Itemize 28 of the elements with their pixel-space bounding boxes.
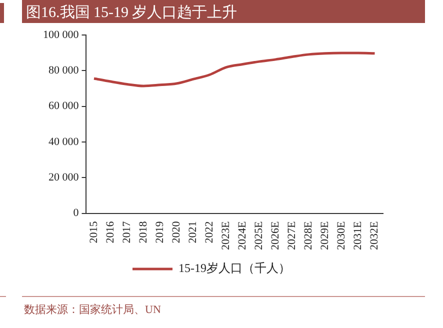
y-tick-label: 0	[73, 207, 80, 220]
x-tick-label: 2031E	[352, 221, 364, 250]
y-tick-label: 100 000	[43, 28, 80, 41]
legend-label: 15-19岁人口（千人）	[178, 261, 290, 276]
x-tick-label: 2024E	[236, 221, 249, 250]
x-tick-label: 2028E	[302, 221, 315, 250]
x-tick-label: 2032E	[368, 221, 381, 250]
y-tick-label: 60 000	[48, 100, 80, 112]
x-tick-label: 2019	[154, 220, 166, 244]
source-note: 数据来源：国家统计局、UN	[24, 302, 161, 317]
x-tick-label: 2016	[104, 220, 116, 244]
line-series	[92, 52, 376, 88]
x-tick-label: 2025E	[253, 221, 266, 250]
x-tick-label: 2022	[203, 221, 216, 244]
x-tick-label: 2023E	[220, 221, 232, 250]
x-tick-label: 2020	[170, 220, 182, 244]
y-tick-label: 20 000	[48, 172, 80, 184]
y-tick-label: 40 000	[48, 136, 80, 148]
y-tick-label: 80 000	[48, 64, 80, 77]
x-tick-label: 2015	[88, 220, 100, 244]
x-tick-label: 2017	[120, 220, 133, 244]
chart-title: 图16.我国 15-19 岁人口趋于上升	[22, 0, 425, 23]
x-tick-label: 2018	[137, 220, 150, 244]
x-tick-label: 2030E	[336, 221, 348, 250]
x-tick-label: 2027E	[286, 221, 298, 250]
x-tick-label: 2021	[186, 221, 199, 244]
x-tick-label: 2026E	[270, 221, 282, 250]
x-tick-label: 2029E	[319, 221, 332, 250]
